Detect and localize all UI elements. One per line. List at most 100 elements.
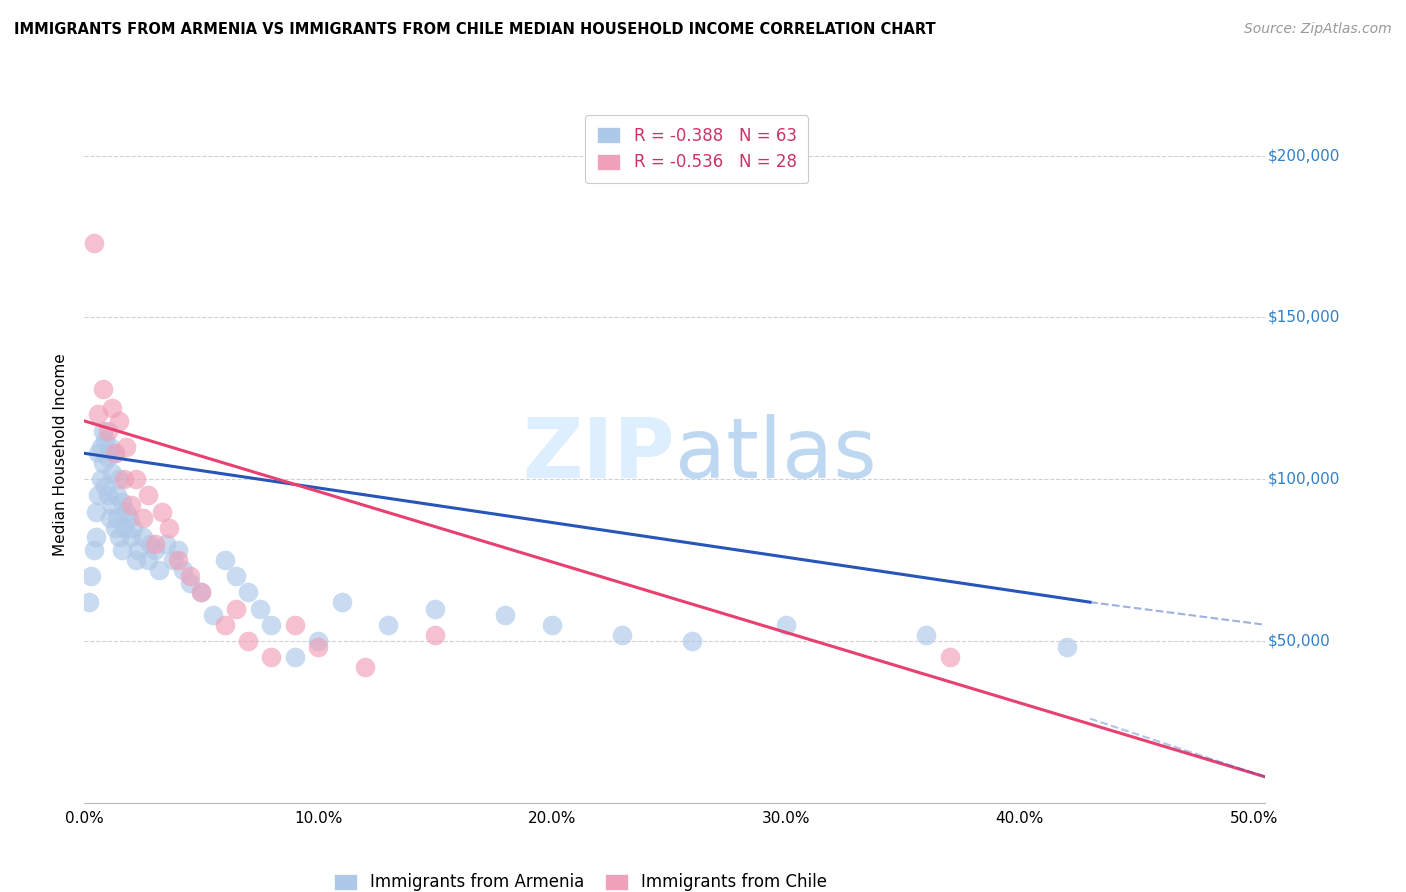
Point — [80, 569, 103, 583]
Text: $200,000: $200,000 — [1268, 148, 1340, 163]
Point — [90, 440, 112, 454]
Text: $50,000: $50,000 — [1268, 633, 1330, 648]
Point — [87, 488, 110, 502]
Point — [84, 504, 107, 518]
Point — [104, 446, 127, 460]
Point — [104, 521, 127, 535]
Point — [104, 446, 127, 460]
Point — [125, 472, 148, 486]
Legend: Immigrants from Armenia, Immigrants from Chile: Immigrants from Armenia, Immigrants from… — [323, 863, 837, 892]
Point — [125, 553, 148, 567]
Point — [111, 543, 134, 558]
Point — [97, 450, 120, 464]
Point — [249, 601, 271, 615]
Point — [94, 434, 117, 448]
Point — [260, 650, 283, 665]
Point — [260, 617, 283, 632]
Point — [101, 466, 124, 480]
Point — [83, 543, 105, 558]
Point — [105, 511, 128, 525]
Point — [127, 543, 149, 558]
Point — [167, 553, 190, 567]
Text: Source: ZipAtlas.com: Source: ZipAtlas.com — [1244, 22, 1392, 37]
Point — [494, 608, 516, 623]
Text: $100,000: $100,000 — [1268, 472, 1340, 487]
Point — [112, 521, 135, 535]
Point — [190, 585, 212, 599]
Point — [83, 235, 105, 250]
Point — [90, 472, 112, 486]
Y-axis label: Median Household Income: Median Household Income — [53, 353, 69, 557]
Point — [307, 640, 329, 655]
Point — [681, 634, 703, 648]
Point — [122, 521, 145, 535]
Text: $150,000: $150,000 — [1268, 310, 1340, 325]
Point — [139, 537, 162, 551]
Text: ZIP: ZIP — [523, 415, 675, 495]
Point — [115, 440, 138, 454]
Point — [236, 634, 259, 648]
Point — [136, 488, 159, 502]
Point — [115, 504, 138, 518]
Point — [105, 488, 128, 502]
Point — [98, 440, 121, 454]
Point — [132, 511, 155, 525]
Point — [162, 553, 184, 567]
Point — [225, 569, 247, 583]
Point — [118, 511, 141, 525]
Text: atlas: atlas — [675, 415, 876, 495]
Point — [136, 553, 159, 567]
Point — [120, 498, 142, 512]
Point — [167, 543, 190, 558]
Point — [143, 543, 166, 558]
Point — [108, 414, 131, 428]
Point — [541, 617, 564, 632]
Point — [91, 456, 114, 470]
Point — [915, 627, 938, 641]
Point — [284, 617, 307, 632]
Point — [84, 531, 107, 545]
Point — [112, 472, 135, 486]
Point — [354, 660, 377, 674]
Point — [111, 495, 134, 509]
Point — [214, 617, 236, 632]
Point — [201, 608, 224, 623]
Point — [150, 504, 173, 518]
Point — [132, 531, 155, 545]
Point — [425, 601, 447, 615]
Point — [179, 569, 201, 583]
Point — [97, 488, 120, 502]
Point — [94, 478, 117, 492]
Point — [330, 595, 353, 609]
Point — [172, 563, 194, 577]
Point — [143, 537, 166, 551]
Text: IMMIGRANTS FROM ARMENIA VS IMMIGRANTS FROM CHILE MEDIAN HOUSEHOLD INCOME CORRELA: IMMIGRANTS FROM ARMENIA VS IMMIGRANTS FR… — [14, 22, 935, 37]
Point — [77, 595, 100, 609]
Point — [108, 531, 131, 545]
Point — [97, 424, 120, 438]
Point — [148, 563, 170, 577]
Point — [91, 382, 114, 396]
Point — [377, 617, 399, 632]
Point — [120, 531, 142, 545]
Point — [1056, 640, 1078, 655]
Point — [101, 401, 124, 415]
Point — [190, 585, 212, 599]
Point — [155, 537, 177, 551]
Point — [775, 617, 797, 632]
Point — [98, 511, 121, 525]
Point — [284, 650, 307, 665]
Point — [101, 498, 124, 512]
Point — [87, 408, 110, 422]
Point — [214, 553, 236, 567]
Point — [157, 521, 180, 535]
Point — [612, 627, 634, 641]
Point — [179, 575, 201, 590]
Point — [938, 650, 960, 665]
Point — [87, 446, 110, 460]
Point — [307, 634, 329, 648]
Point — [425, 627, 447, 641]
Point — [108, 472, 131, 486]
Point — [91, 424, 114, 438]
Point — [225, 601, 247, 615]
